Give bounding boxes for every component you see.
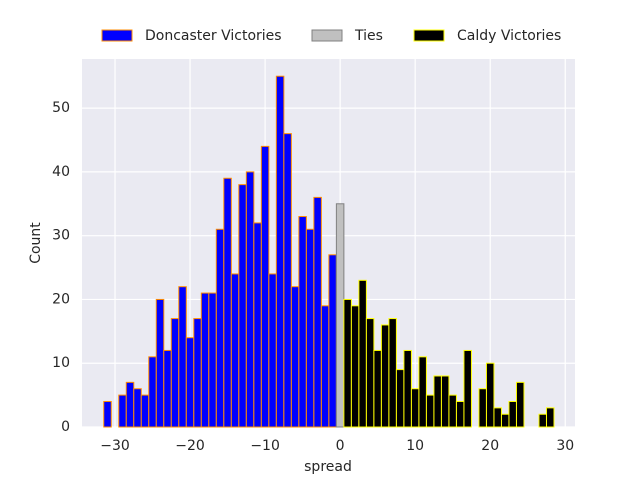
bar (290, 286, 300, 428)
bar (133, 388, 142, 428)
legend-swatch (311, 29, 343, 42)
bar (343, 298, 352, 428)
bar (230, 273, 240, 428)
bar (410, 388, 420, 428)
legend-swatch (413, 29, 445, 42)
bar (365, 318, 375, 428)
bar (358, 279, 367, 428)
y-tick-label: 20 (52, 291, 70, 307)
x-tick-label: 30 (556, 438, 574, 454)
bar (463, 349, 472, 428)
y-tick-label: 10 (52, 355, 70, 371)
y-tick-label: 50 (52, 100, 70, 116)
bar (178, 286, 187, 428)
y-axis-label: Count (28, 222, 44, 264)
bar (328, 254, 337, 428)
bar (433, 375, 442, 428)
bar (335, 203, 345, 428)
bar (118, 394, 127, 428)
bar (538, 413, 547, 428)
bar (485, 362, 495, 428)
bar (350, 305, 360, 428)
bar (298, 216, 307, 428)
bar (245, 171, 255, 428)
bar (125, 381, 135, 428)
x-axis-label: spread (304, 459, 352, 475)
y-tick-label: 30 (52, 228, 70, 244)
bar (515, 381, 525, 428)
bar (418, 356, 427, 428)
x-tick-label: −20 (175, 438, 205, 454)
bar (200, 292, 210, 428)
y-tick-label: 0 (61, 419, 70, 435)
bar (305, 228, 315, 428)
bar (215, 228, 225, 428)
bar (508, 400, 517, 428)
bar (238, 184, 247, 428)
bar (448, 394, 457, 428)
bar (283, 133, 292, 428)
bar (253, 222, 262, 428)
bar (388, 318, 397, 428)
bar (185, 337, 195, 428)
bar (395, 369, 405, 428)
legend-swatch (101, 29, 133, 42)
bar (275, 75, 285, 428)
bar (373, 349, 382, 428)
bar (440, 375, 450, 428)
legend-label: Doncaster Victories (145, 28, 282, 44)
x-tick-label: 10 (406, 438, 424, 454)
x-tick-label: −10 (250, 438, 280, 454)
legend-label: Ties (354, 28, 383, 44)
x-tick-label: 20 (481, 438, 499, 454)
bar (148, 356, 157, 428)
bar (260, 145, 270, 428)
bar (455, 400, 465, 428)
y-tick-label: 40 (52, 164, 70, 180)
x-tick-label: 0 (336, 438, 345, 454)
bar (500, 413, 510, 428)
bar (403, 349, 412, 428)
bar (320, 305, 330, 428)
bar (208, 292, 217, 428)
bar (170, 318, 180, 428)
bar (193, 318, 202, 428)
bar (163, 349, 172, 428)
bar (268, 273, 277, 428)
bar (140, 394, 150, 428)
x-tick-label: −30 (100, 438, 130, 454)
bar (103, 400, 112, 428)
bar (478, 388, 487, 428)
bar (425, 394, 435, 428)
bar (313, 196, 322, 428)
bar (545, 407, 555, 428)
bar (493, 407, 502, 428)
bar (155, 298, 165, 428)
bar (223, 177, 232, 428)
legend-label: Caldy Victories (457, 28, 561, 44)
bar (380, 324, 390, 428)
